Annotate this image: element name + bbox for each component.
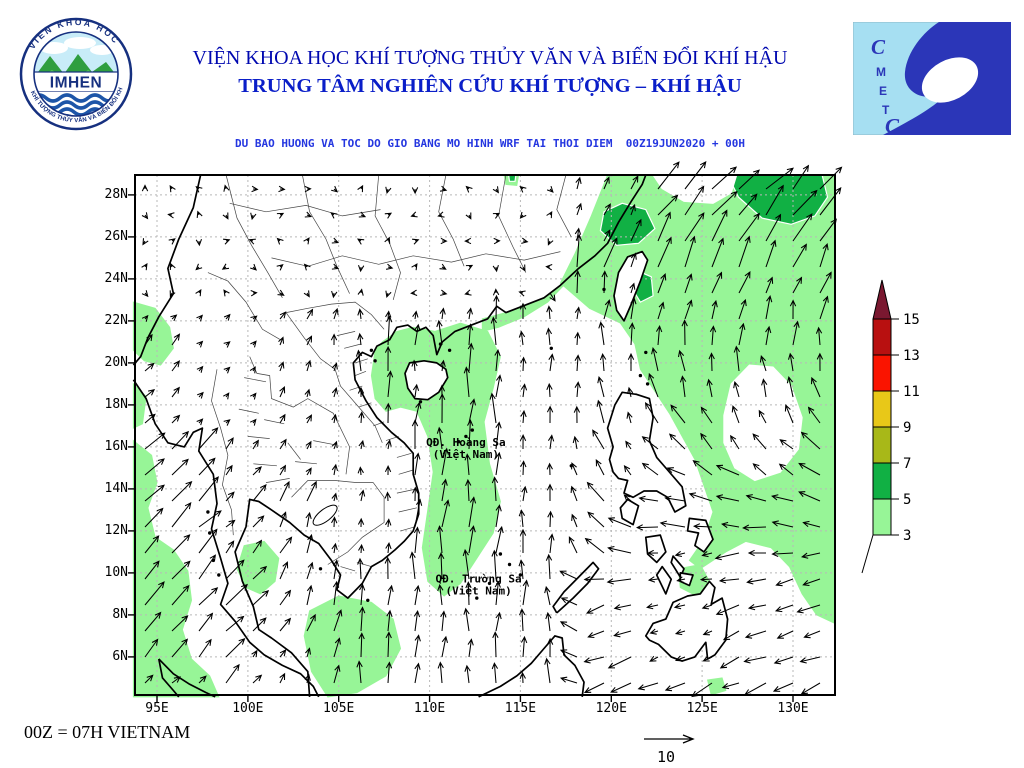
wind-arrows: [141, 161, 843, 698]
legend-value-label: 15: [903, 312, 920, 328]
timezone-note: 00Z = 07H VIETNAM: [24, 722, 191, 742]
lat-tick-label: 20N: [104, 354, 128, 370]
legend-color-block: [872, 462, 892, 500]
lat-tick-label: 14N: [104, 480, 128, 496]
legend-cap-triangle: [872, 279, 892, 320]
cmetc-logo: C M E T C: [853, 22, 1011, 135]
svg-text:E: E: [879, 84, 887, 98]
legend-value-label: 13: [903, 348, 920, 364]
svg-text:M: M: [876, 65, 886, 79]
wind-speed-legend: 3 5 7 9 11 13 15: [858, 268, 978, 598]
lon-tick-label: 115E: [504, 701, 537, 716]
archipelago-label: QĐ. Hoàng Sa: [426, 436, 505, 449]
lat-tick-label: 16N: [104, 438, 128, 454]
lon-tick-label: 100E: [232, 701, 264, 716]
center-title: TRUNG TÂM NGHIÊN CỨU KHÍ TƯỢNG – KHÍ HẬU: [238, 75, 742, 97]
lon-tick-label: 130E: [777, 701, 809, 716]
island-dots: [206, 287, 650, 602]
map-frame: [134, 174, 836, 696]
svg-text:T: T: [882, 103, 890, 117]
legend-value-label: 7: [903, 456, 911, 472]
lon-tick-label: 125E: [686, 701, 718, 716]
legend-color-block: [872, 354, 892, 392]
lon-tick-label: 105E: [323, 701, 355, 716]
lat-tick-label: 12N: [104, 522, 128, 538]
reference-arrow-icon: [644, 734, 695, 744]
lat-tick-label: 10N: [104, 564, 128, 580]
axis-ticks: [128, 194, 794, 702]
lat-tick-label: 6N: [112, 648, 128, 664]
lat-tick-label: 26N: [104, 228, 128, 244]
institute-title: VIỆN KHOA HỌC KHÍ TƯỢNG THỦY VĂN VÀ BIẾN…: [192, 47, 788, 69]
map-annotations: QĐ. Hoàng Sa(Việt Nam)QĐ. Trường Sa(Việt…: [426, 436, 521, 598]
lon-tick-label: 120E: [595, 701, 627, 716]
legend-leader-line: [861, 534, 874, 574]
archipelago-label: (Việt Nam): [445, 584, 511, 597]
wind-map: QĐ. Hoàng Sa (Việt Nam) QĐ. Trường Sa (Việt…: [128, 161, 843, 702]
lat-tick-label: 22N: [104, 312, 128, 328]
legend-value-label: 5: [903, 492, 911, 508]
lat-tick-label: 18N: [104, 396, 128, 412]
reference-vector: 10: [644, 734, 695, 766]
islands: [404, 250, 729, 662]
graticule-gridlines: [135, 175, 835, 695]
legend-color-block: [872, 426, 892, 464]
svg-text:C: C: [885, 114, 900, 135]
archipelago-label: (Việt Nam): [433, 448, 499, 461]
imhen-logo: IMHEN VIEN KHOA HOC KHÍ TƯỢNG THỦY VĂN V…: [14, 12, 133, 131]
lat-tick-label: 24N: [104, 270, 128, 286]
lat-tick-label: 8N: [112, 606, 128, 622]
svg-text:C: C: [871, 35, 886, 59]
cmetc-letters: C M E T C: [871, 35, 900, 135]
legend-value-label: 3: [903, 528, 911, 544]
admin-borders: [207, 174, 572, 572]
cmetc-ellipse: [921, 57, 979, 103]
lon-tick-label: 110E: [413, 701, 446, 716]
coastlines: [132, 174, 647, 698]
legend-color-block: [872, 498, 892, 536]
archipelago-label: QĐ. Trường Sa: [436, 572, 522, 585]
lake-outline: [312, 504, 338, 526]
legend-color-block: [872, 390, 892, 428]
legend-value-label: 9: [903, 420, 911, 436]
lat-tick-label: 28N: [104, 186, 128, 202]
lon-tick-label: 95E: [145, 701, 169, 716]
legend-color-block: [872, 318, 892, 356]
reference-vector-value: 10: [657, 748, 675, 766]
forecast-subtitle: DU BAO HUONG VA TOC DO GIO BANG MO HINH …: [235, 137, 745, 150]
imhen-label: IMHEN: [50, 75, 102, 92]
legend-value-label: 11: [903, 384, 920, 400]
